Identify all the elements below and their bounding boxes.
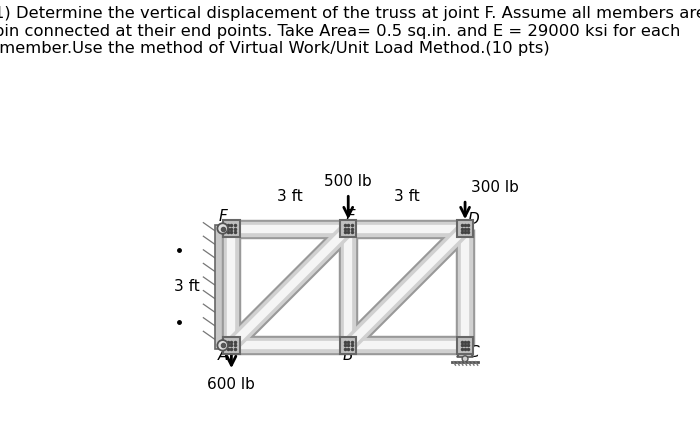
Text: 300 lb: 300 lb [471, 180, 519, 195]
Circle shape [218, 223, 228, 234]
Circle shape [218, 340, 228, 351]
Bar [223, 220, 239, 237]
Text: 1) Determine the vertical displacement of the truss at joint F. Assume all membe: 1) Determine the vertical displacement o… [0, 6, 700, 56]
Text: A: A [218, 349, 228, 363]
Text: 3 ft: 3 ft [174, 280, 200, 294]
Bar [457, 220, 473, 237]
Text: 3 ft: 3 ft [277, 189, 302, 204]
Text: 600 lb: 600 lb [207, 377, 256, 392]
Text: 3 ft: 3 ft [394, 189, 419, 204]
Text: F: F [219, 209, 228, 224]
Text: 500 lb: 500 lb [324, 174, 372, 189]
Bar [340, 337, 356, 354]
Bar [457, 337, 473, 354]
Bar [223, 337, 239, 354]
Text: C: C [468, 345, 479, 360]
Circle shape [462, 356, 468, 362]
Text: B: B [343, 349, 354, 363]
Text: D: D [468, 212, 479, 227]
Bar [215, 225, 229, 349]
Bar [340, 220, 356, 237]
Polygon shape [457, 345, 473, 357]
Text: E: E [346, 209, 356, 224]
